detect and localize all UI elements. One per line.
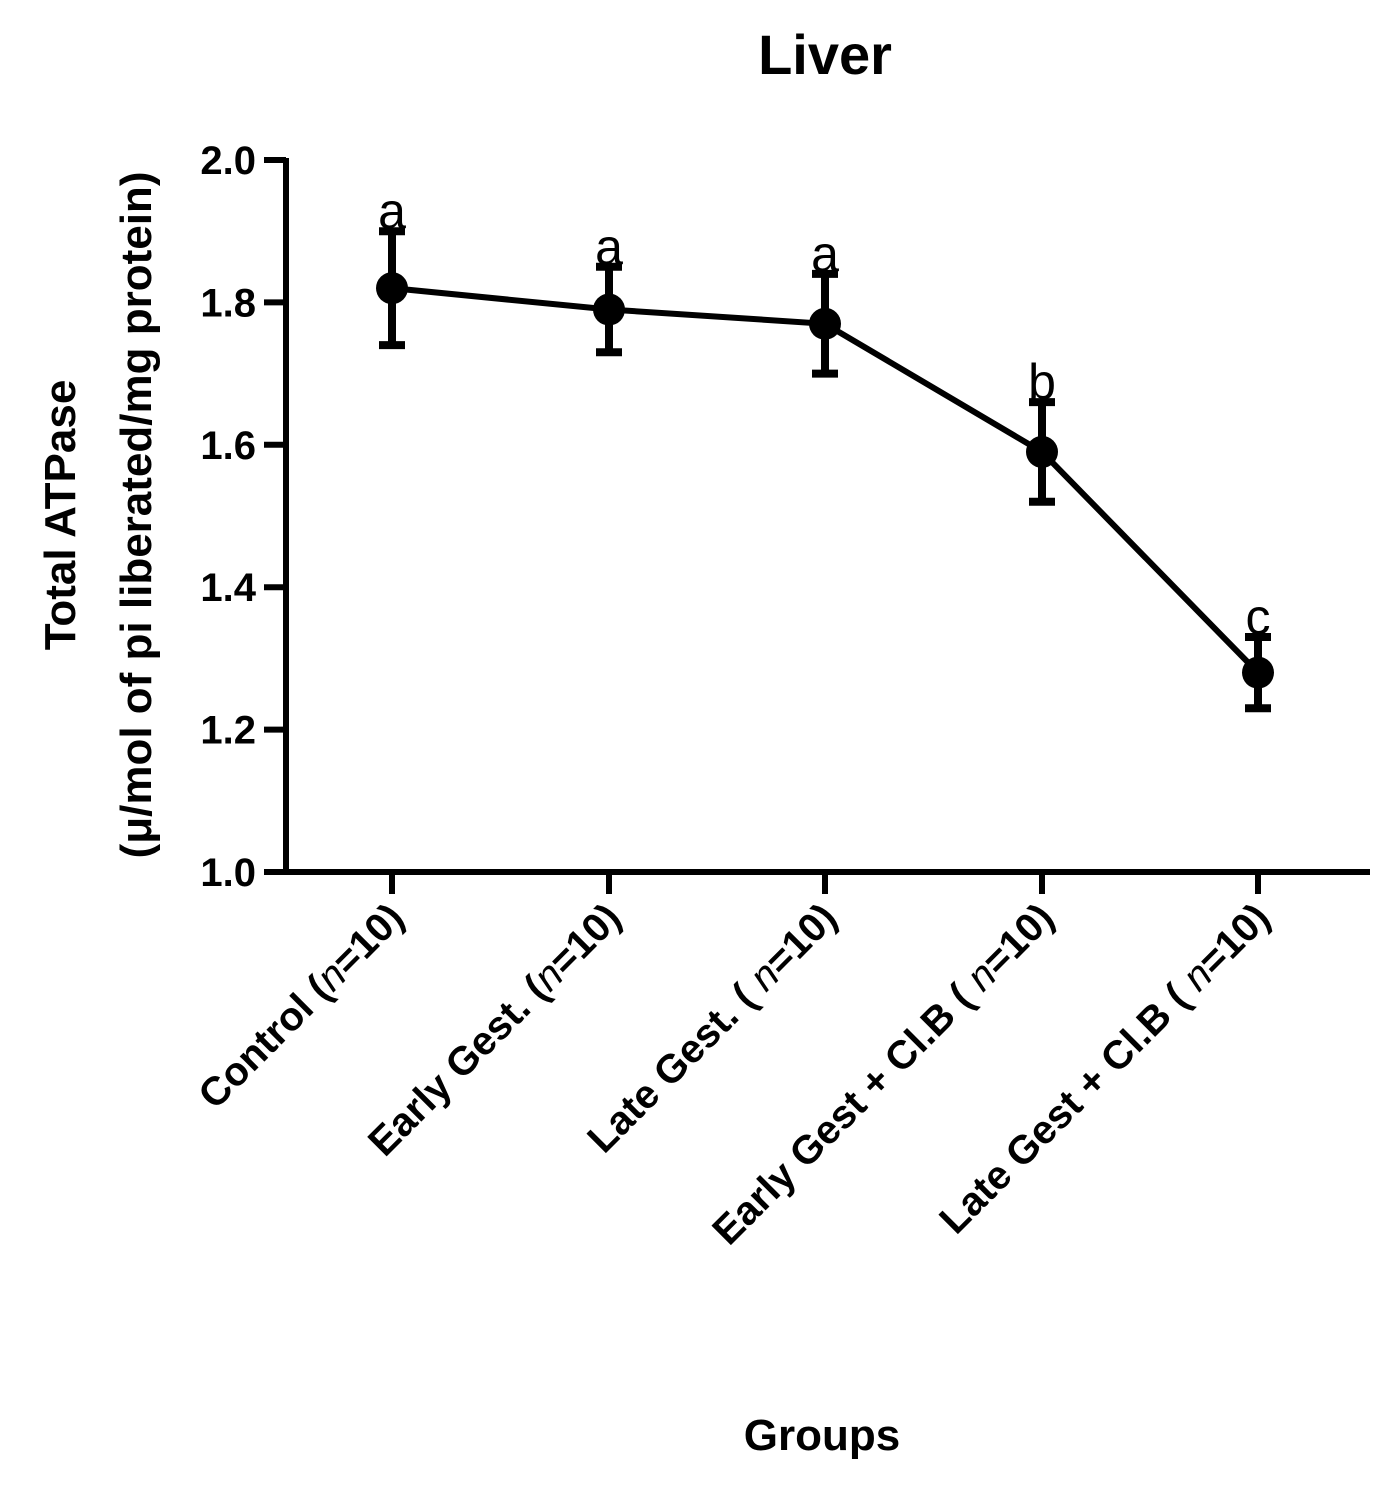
x-axis-label: Groups [744,1411,900,1460]
significance-label: c [1246,589,1271,645]
y-tick-label: 1.4 [200,566,256,610]
y-tick-label: 1.0 [200,851,256,895]
significance-label: a [595,219,623,275]
y-tick-label: 1.8 [200,281,256,325]
series: a a a b c [376,183,1274,713]
y-axis-label: Total ATPase (μ/mol of pi liberated/mg p… [36,172,161,859]
category-label-prefix: Late Gest. ( [579,968,772,1161]
chart-title: Liver [758,23,892,86]
y-tick-label: 2.0 [200,139,256,183]
data-point [376,272,408,305]
data-point [593,293,625,326]
category-label-prefix: Early Gest. ( [360,968,557,1165]
data-point [1242,656,1274,689]
data-point [1026,435,1058,468]
x-ticks: Control (n=10)Early Gest. (n=10)Late Ges… [190,872,1278,1253]
svg-text:Early Gest + Cl.B ( n=10): Early Gest + Cl.B ( n=10) [704,895,1062,1253]
x-tick-label: Early Gest + Cl.B ( n=10) [704,895,1062,1253]
significance-label: a [378,183,406,239]
y-axis-label-line2: (μ/mol of pi liberated/mg protein) [112,172,161,859]
y-axis-label-line1: Total ATPase [36,380,85,651]
significance-label: a [811,226,839,282]
y-ticks: 1.0 1.2 1.4 1.6 1.8 2.0 [200,139,286,895]
svg-text:Control (n=10): Control (n=10) [190,895,412,1117]
x-tick-label: Control (n=10) [190,895,412,1117]
y-tick-label: 1.2 [200,709,256,753]
category-label-prefix: Control ( [190,968,339,1117]
y-tick-label: 1.6 [200,424,256,468]
significance-label: b [1028,354,1056,410]
data-point [809,307,841,340]
